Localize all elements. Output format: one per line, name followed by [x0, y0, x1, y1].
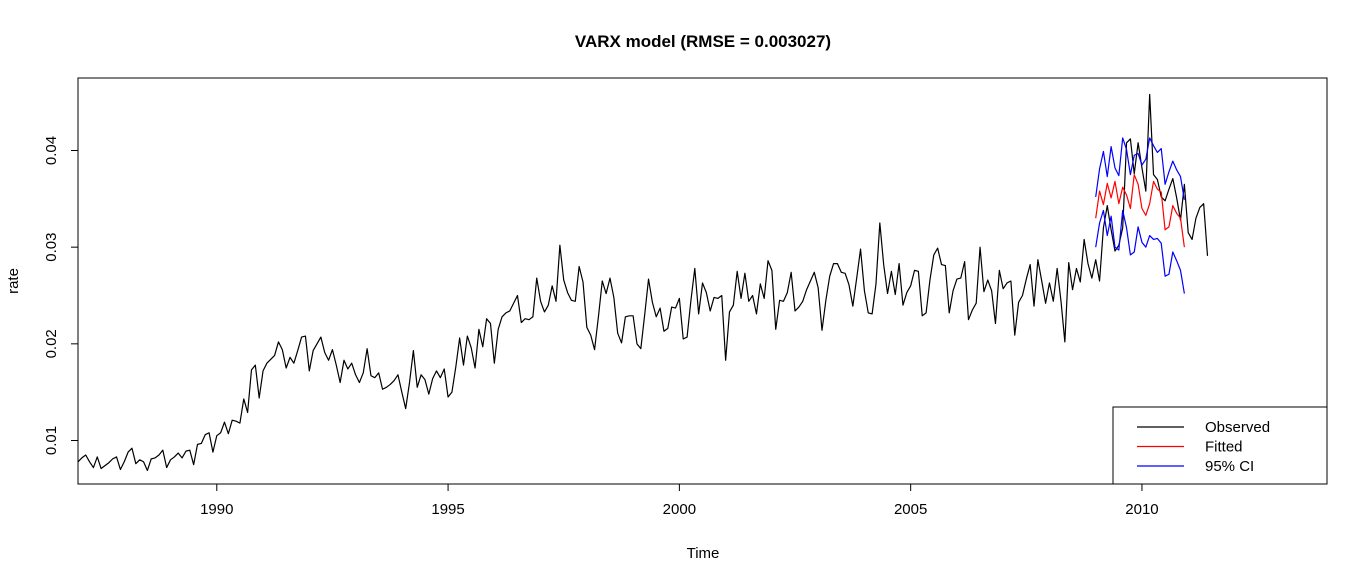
y-tick-label: 0.01	[43, 426, 60, 455]
chart-title: VARX model (RMSE = 0.003027)	[575, 32, 831, 51]
legend: Observed Fitted 95% CI	[1112, 406, 1328, 485]
y-tick-label: 0.02	[43, 329, 60, 358]
legend-box	[1112, 406, 1328, 485]
plot-frame	[77, 77, 1328, 485]
series-line-fitted	[1095, 174, 1185, 248]
series-line-ci-lower	[1095, 209, 1185, 294]
y-axis-label: rate	[5, 268, 22, 294]
legend-label: 95% CI	[1205, 458, 1254, 475]
series-layer	[77, 93, 1209, 472]
series-line-ci-upper	[1095, 137, 1185, 200]
x-tick-label: 2000	[663, 501, 696, 518]
x-tick-label: 1995	[431, 501, 464, 518]
series-line-observed	[77, 93, 1209, 472]
x-axis-label: Time	[687, 545, 720, 562]
x-axis: 1990 1995 2000 2005 2010	[200, 484, 1159, 518]
x-tick-label: 2005	[894, 501, 927, 518]
x-tick-label: 1990	[200, 501, 233, 518]
x-tick-label: 2010	[1125, 501, 1158, 518]
y-tick-label: 0.03	[43, 233, 60, 262]
y-tick-label: 0.04	[43, 136, 60, 165]
y-axis: 0.01 0.02 0.03 0.04	[43, 136, 78, 455]
legend-label: Observed	[1205, 419, 1270, 436]
legend-label: Fitted	[1205, 439, 1243, 456]
